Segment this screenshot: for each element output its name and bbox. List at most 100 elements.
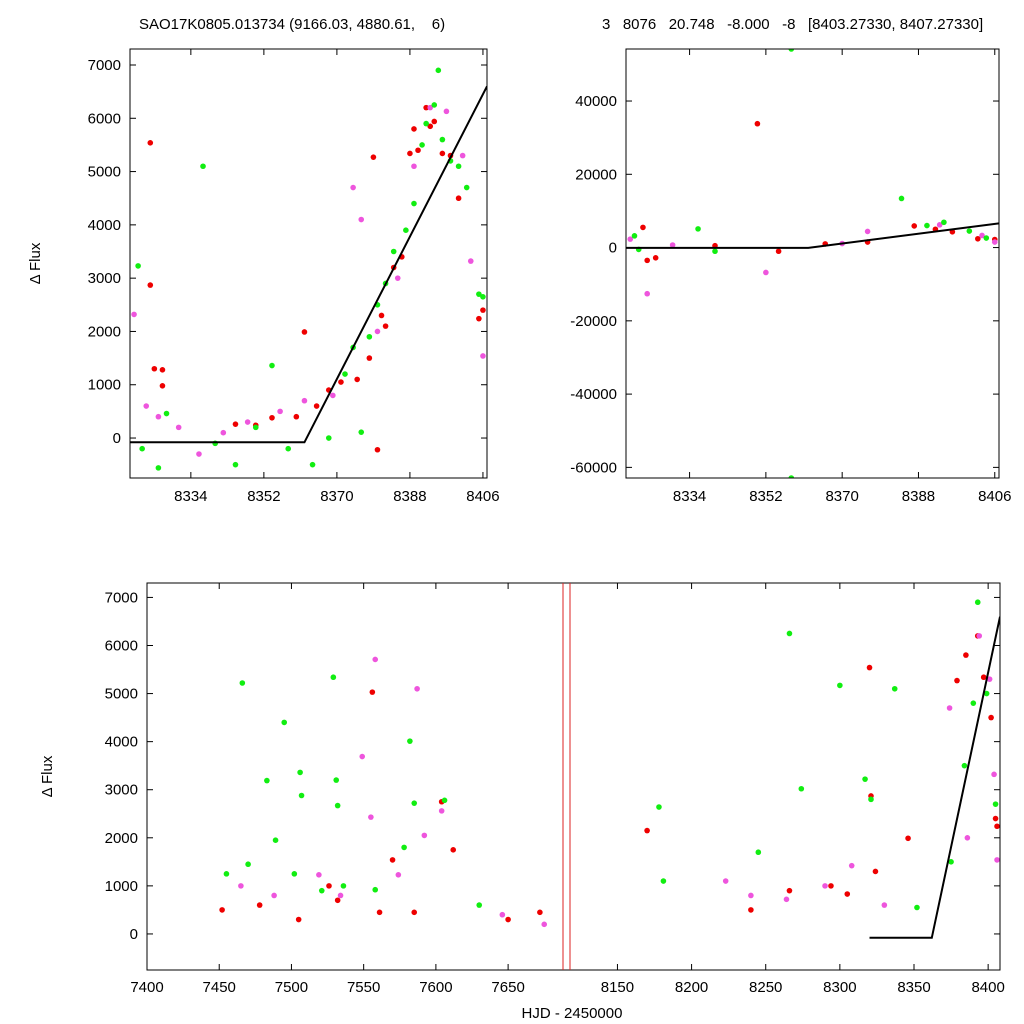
data-point-red bbox=[431, 118, 438, 125]
data-point-green bbox=[455, 163, 462, 170]
data-point-red bbox=[954, 677, 960, 684]
y-tick-label: 0 bbox=[130, 926, 138, 943]
data-point-green bbox=[318, 887, 325, 894]
data-point-pink bbox=[994, 857, 1000, 863]
data-point-red bbox=[232, 421, 239, 427]
data-point-pink bbox=[864, 228, 871, 235]
x-tick-label: 8352 bbox=[247, 488, 280, 505]
data-point-green bbox=[983, 235, 990, 241]
data-point-red bbox=[370, 154, 377, 160]
x-tick-label: 7600 bbox=[419, 979, 452, 996]
data-point-green bbox=[298, 792, 305, 799]
data-point-red bbox=[369, 689, 376, 695]
data-point-red bbox=[439, 150, 446, 157]
data-point-red bbox=[905, 835, 911, 842]
x-tick-label: 8334 bbox=[174, 488, 207, 505]
data-point-green bbox=[480, 294, 486, 300]
data-point-red bbox=[407, 150, 413, 157]
data-point-red bbox=[423, 104, 429, 111]
data-point-green bbox=[788, 475, 795, 478]
y-tick-label: 3000 bbox=[105, 782, 138, 799]
data-point-pink bbox=[848, 862, 855, 869]
data-point-green bbox=[423, 120, 429, 127]
zoom-right-data bbox=[626, 49, 999, 478]
x-tick-label: 8150 bbox=[601, 979, 634, 996]
x-tick-label: 8388 bbox=[393, 488, 426, 505]
data-point-red bbox=[382, 323, 389, 329]
y-tick-label: 7000 bbox=[88, 57, 121, 74]
data-point-green bbox=[340, 883, 347, 889]
data-point-red bbox=[151, 365, 158, 372]
data-point-red bbox=[147, 282, 154, 288]
data-point-green bbox=[325, 435, 332, 441]
y-tick-label: 5000 bbox=[105, 686, 138, 703]
data-point-red bbox=[844, 891, 851, 897]
data-point-green bbox=[914, 904, 920, 911]
data-point-green bbox=[712, 248, 718, 255]
data-point-red bbox=[505, 916, 511, 923]
y-tick-label: 3000 bbox=[88, 270, 121, 287]
y-tick-label: -60000 bbox=[570, 459, 617, 476]
data-point-green bbox=[983, 690, 990, 697]
data-point-green bbox=[419, 142, 425, 148]
data-point-green bbox=[755, 849, 762, 856]
y-tick-label: 5000 bbox=[88, 164, 121, 181]
data-point-red bbox=[786, 887, 793, 894]
data-point-green bbox=[992, 801, 999, 807]
data-point-pink bbox=[175, 424, 182, 431]
data-point-red bbox=[480, 307, 486, 313]
y-tick-label: -40000 bbox=[570, 386, 617, 403]
data-point-pink bbox=[541, 921, 548, 928]
data-point-green bbox=[476, 902, 483, 908]
data-point-pink bbox=[337, 892, 344, 899]
data-point-pink bbox=[359, 753, 366, 760]
data-point-pink bbox=[155, 413, 162, 420]
data-point-pink bbox=[986, 676, 993, 682]
full-lightcurve-data bbox=[219, 599, 1000, 939]
data-point-green bbox=[941, 219, 947, 226]
data-point-pink bbox=[358, 216, 365, 223]
data-point-red bbox=[415, 147, 421, 154]
data-point-pink bbox=[976, 633, 983, 639]
data-point-pink bbox=[991, 239, 998, 245]
data-point-red bbox=[537, 909, 543, 916]
data-point-pink bbox=[374, 328, 381, 335]
data-point-pink bbox=[411, 163, 417, 170]
data-point-green bbox=[390, 248, 397, 255]
data-point-green bbox=[891, 685, 898, 692]
data-point-pink bbox=[467, 258, 474, 264]
y-tick-label: 6000 bbox=[88, 110, 121, 127]
data-point-green bbox=[281, 719, 288, 726]
data-point-green bbox=[272, 837, 279, 843]
data-point-green bbox=[232, 461, 239, 468]
data-point-green bbox=[974, 599, 981, 606]
data-point-pink bbox=[244, 419, 251, 425]
data-point-green bbox=[631, 233, 638, 239]
y-tick-label: 2000 bbox=[88, 323, 121, 340]
data-point-green bbox=[868, 796, 874, 803]
y-tick-label: 1000 bbox=[88, 377, 121, 394]
data-point-green bbox=[786, 630, 793, 637]
y-tick-label: 6000 bbox=[105, 637, 138, 654]
data-point-green bbox=[245, 861, 251, 868]
data-point-red bbox=[376, 909, 383, 916]
data-point-red bbox=[775, 248, 782, 255]
data-point-red bbox=[652, 255, 659, 261]
data-point-pink bbox=[277, 408, 283, 415]
data-point-green bbox=[898, 195, 905, 202]
data-point-green bbox=[372, 886, 379, 893]
x-axis-label: HJD - 2450000 bbox=[522, 1005, 623, 1022]
data-point-green bbox=[798, 785, 805, 792]
data-point-green bbox=[961, 762, 968, 769]
x-tick-label: 7400 bbox=[130, 979, 163, 996]
data-point-pink bbox=[722, 878, 729, 884]
data-point-green bbox=[862, 776, 868, 782]
data-point-red bbox=[366, 355, 373, 361]
x-tick-label: 8370 bbox=[825, 488, 858, 505]
data-point-pink bbox=[763, 269, 769, 276]
x-tick-label: 8406 bbox=[978, 488, 1011, 505]
data-point-green bbox=[291, 871, 298, 877]
data-point-pink bbox=[627, 236, 634, 242]
data-point-green bbox=[435, 67, 442, 74]
x-tick-label: 8352 bbox=[749, 488, 782, 505]
